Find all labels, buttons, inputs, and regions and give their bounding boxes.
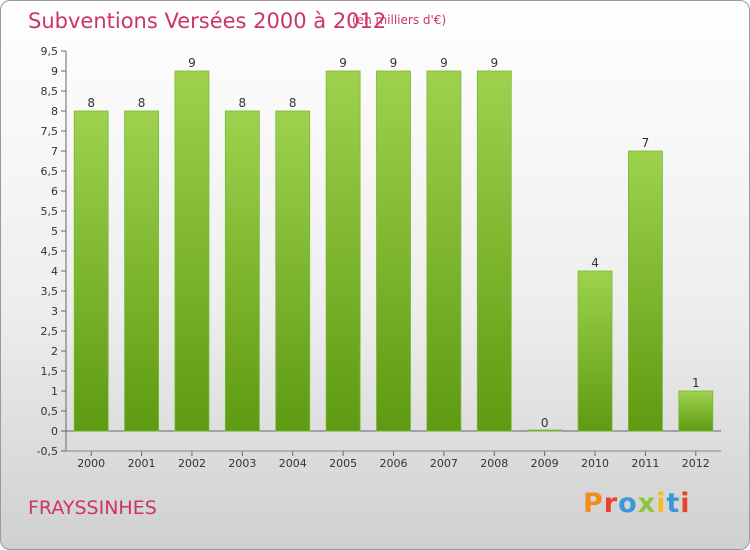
y-tick-label: 4 [51,265,58,278]
logo-letter: i [656,488,667,519]
bar [73,110,109,432]
x-tick-label: 2012 [682,457,710,470]
bar-value-label: 8 [289,96,297,110]
y-tick-label: 6 [51,185,58,198]
logo-letter: o [618,488,638,519]
y-tick-label: 8 [51,105,58,118]
bar [376,70,411,432]
y-tick-label: 4,5 [41,245,59,258]
bar [678,390,714,432]
x-tick-label: 2011 [631,457,659,470]
x-tick-label: 2001 [128,457,156,470]
y-tick-label: 9 [51,65,58,78]
x-tick-label: 2004 [279,457,307,470]
bar-value-label: 9 [390,56,398,70]
y-tick-label: 9,5 [41,45,59,58]
x-tick-label: 2006 [380,457,408,470]
logo-letter: t [666,488,681,519]
bar-value-label: 8 [239,96,247,110]
bar [174,70,210,432]
chart-subtitle: (en milliers d'€) [352,13,447,27]
proxiti-logo[interactable]: Proxiti [583,488,691,519]
y-tick-label: 0 [51,425,58,438]
y-tick-label: 6,5 [41,165,59,178]
logo-letter: x [637,488,657,519]
bar-value-label: 1 [692,376,700,390]
bar-value-label: 9 [440,56,448,70]
y-tick-label: 1,5 [41,365,59,378]
x-tick-label: 2005 [329,457,357,470]
bar [275,110,311,432]
y-tick-label: -0,5 [37,445,58,458]
y-tick-label: 7 [51,145,58,158]
y-tick-label: 1 [51,385,58,398]
logo-letter: i [680,488,691,519]
bar [124,110,159,432]
logo-letter: P [583,488,604,519]
y-tick-label: 8,5 [41,85,59,98]
y-tick-label: 3,5 [41,285,59,298]
bar [426,70,462,432]
bar [325,70,361,432]
y-tick-label: 2,5 [41,325,59,338]
bar-value-label: 9 [490,56,498,70]
x-tick-label: 2002 [178,457,206,470]
bar-value-label: 8 [87,96,95,110]
bar-value-label: 9 [339,56,347,70]
bar [628,150,663,432]
commune-name: FRAYSSINHES [28,497,157,519]
bar [527,429,563,432]
y-tick-label: 3 [51,305,58,318]
x-tick-label: 2003 [228,457,256,470]
y-tick-label: 5,5 [41,205,59,218]
bar [224,110,260,432]
bar-value-label: 0 [541,416,549,430]
y-tick-label: 0,5 [41,405,59,418]
x-tick-label: 2007 [430,457,458,470]
x-tick-label: 2009 [531,457,559,470]
bar-value-label: 9 [188,56,196,70]
logo-letter: r [603,488,619,519]
y-tick-label: 2 [51,345,58,358]
bar-value-label: 8 [138,96,146,110]
bar-value-label: 7 [642,136,650,150]
bar [577,270,613,432]
bar [476,70,512,432]
bar-value-label: 4 [591,256,599,270]
y-tick-label: 5 [51,225,58,238]
y-tick-label: 7,5 [41,125,59,138]
chart-title: Subventions Versées 2000 à 2012 [28,9,387,33]
x-tick-label: 2000 [77,457,105,470]
x-tick-label: 2010 [581,457,609,470]
x-tick-label: 2008 [480,457,508,470]
